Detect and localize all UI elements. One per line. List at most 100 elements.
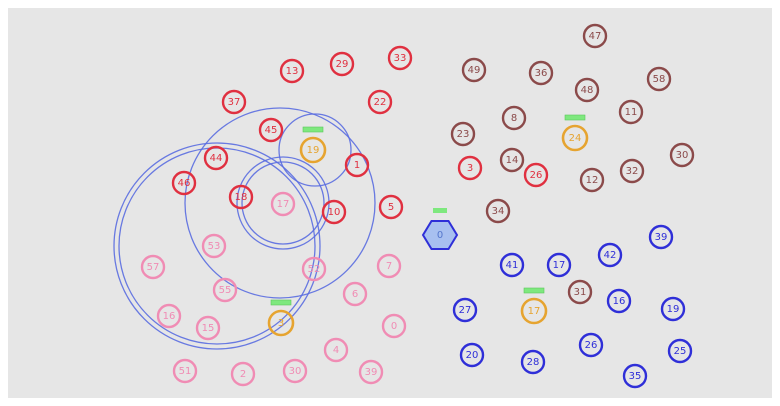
base-label: 0	[437, 230, 443, 241]
red-unit[interactable]: 29	[329, 51, 355, 77]
red-unit-label: 45	[265, 125, 278, 136]
red-unit-label: 1	[354, 160, 360, 171]
blue-unit[interactable]: 20	[459, 342, 485, 368]
base-hexagon[interactable]: 0	[421, 208, 459, 250]
pink-unit[interactable]: 52	[301, 256, 327, 282]
red-unit[interactable]: 37	[221, 89, 247, 115]
red-unit-label: 3	[467, 163, 473, 174]
blue-unit-label: 41	[506, 260, 519, 271]
pink-unit[interactable]: 2	[230, 361, 256, 387]
red-unit[interactable]: 3	[457, 155, 483, 181]
health-bar	[270, 299, 292, 306]
blue-unit-label: 25	[674, 346, 687, 357]
pink-unit[interactable]: 17	[270, 191, 296, 217]
red-unit-label: 13	[286, 66, 299, 77]
brown-unit[interactable]: 23	[450, 121, 476, 147]
brown-unit[interactable]: 8	[501, 105, 527, 131]
pink-unit[interactable]: 57	[140, 254, 166, 280]
red-unit[interactable]: 18	[228, 184, 254, 210]
pink-unit-label: 55	[219, 285, 232, 296]
hero-unit-ring	[520, 297, 548, 325]
blue-unit[interactable]: 16	[606, 288, 632, 314]
brown-unit[interactable]: 14	[499, 147, 525, 173]
red-unit[interactable]: 10	[321, 199, 347, 225]
brown-unit[interactable]: 34	[485, 198, 511, 224]
pink-unit[interactable]: 15	[195, 315, 221, 341]
red-unit[interactable]: 22	[367, 89, 393, 115]
red-unit-label: 33	[394, 53, 407, 64]
red-unit[interactable]: 5	[378, 194, 404, 220]
brown-unit-ring	[528, 60, 554, 86]
pink-unit[interactable]: 39	[358, 359, 384, 385]
base-hexagon-shape	[421, 220, 459, 250]
pink-unit[interactable]: 53	[201, 233, 227, 259]
brown-unit-ring	[574, 77, 600, 103]
pink-unit-ring	[301, 256, 327, 282]
brown-unit[interactable]: 58	[646, 66, 672, 92]
brown-unit-ring	[618, 99, 644, 125]
red-unit-label: 26	[530, 170, 543, 181]
red-unit[interactable]: 45	[258, 117, 284, 143]
blue-unit-ring	[660, 296, 686, 322]
red-unit[interactable]: 46	[171, 170, 197, 196]
brown-unit-ring	[461, 57, 487, 83]
hero-unit[interactable]: 19	[299, 126, 327, 164]
hero-unit[interactable]: 3	[267, 299, 295, 337]
pink-unit[interactable]: 16	[156, 303, 182, 329]
pink-unit[interactable]: 6	[342, 281, 368, 307]
brown-unit[interactable]: 36	[528, 60, 554, 86]
pink-unit[interactable]: 55	[212, 277, 238, 303]
hero-unit-label: 17	[528, 306, 541, 317]
pink-unit[interactable]: 30	[282, 358, 308, 384]
blue-unit[interactable]: 25	[667, 338, 693, 364]
pink-unit[interactable]: 51	[172, 358, 198, 384]
brown-unit[interactable]: 47	[582, 23, 608, 49]
base-health-bar	[433, 208, 447, 213]
blue-unit[interactable]: 39	[648, 224, 674, 250]
pink-unit[interactable]: 0	[381, 313, 407, 339]
red-unit-ring	[457, 155, 483, 181]
pink-unit-ring	[270, 191, 296, 217]
blue-unit[interactable]: 26	[578, 332, 604, 358]
red-unit[interactable]: 1	[344, 152, 370, 178]
red-unit[interactable]: 44	[203, 145, 229, 171]
brown-unit-ring	[485, 198, 511, 224]
blue-unit-label: 20	[466, 350, 479, 361]
pink-unit-ring	[381, 313, 407, 339]
pink-unit-label: 53	[208, 241, 221, 252]
blue-unit-label: 26	[585, 340, 598, 351]
game-board[interactable]: 13 29 33 37 22 45 44 1 46 18 5 10 3 26 47 49 36 58 48 8 11 23…	[8, 8, 772, 398]
blue-unit-ring	[622, 363, 648, 389]
brown-unit[interactable]: 49	[461, 57, 487, 83]
brown-unit[interactable]: 12	[579, 167, 605, 193]
pink-unit-label: 17	[277, 199, 290, 210]
brown-unit[interactable]: 48	[574, 77, 600, 103]
red-unit[interactable]: 33	[387, 45, 413, 71]
hero-unit[interactable]: 24	[561, 114, 589, 152]
blue-unit[interactable]: 17	[546, 252, 572, 278]
blue-unit[interactable]: 35	[622, 363, 648, 389]
red-unit[interactable]: 13	[279, 58, 305, 84]
red-unit-ring	[171, 170, 197, 196]
blue-unit[interactable]: 27	[452, 297, 478, 323]
hero-unit[interactable]: 17	[520, 287, 548, 325]
brown-unit-label: 47	[589, 31, 602, 42]
blue-unit[interactable]: 28	[520, 349, 546, 375]
pink-unit-label: 15	[202, 323, 215, 334]
hero-unit-ring	[561, 124, 589, 152]
brown-unit[interactable]: 11	[618, 99, 644, 125]
range-ring	[113, 142, 321, 350]
pink-unit[interactable]: 4	[323, 337, 349, 363]
blue-unit[interactable]: 41	[499, 252, 525, 278]
brown-unit[interactable]: 32	[619, 158, 645, 184]
pink-unit[interactable]: 7	[376, 253, 402, 279]
pink-unit-ring	[156, 303, 182, 329]
blue-unit[interactable]: 19	[660, 296, 686, 322]
blue-unit[interactable]: 42	[597, 242, 623, 268]
red-unit[interactable]: 26	[523, 162, 549, 188]
red-unit-label: 29	[336, 59, 349, 70]
brown-unit[interactable]: 30	[669, 142, 695, 168]
brown-unit[interactable]: 31	[567, 279, 593, 305]
